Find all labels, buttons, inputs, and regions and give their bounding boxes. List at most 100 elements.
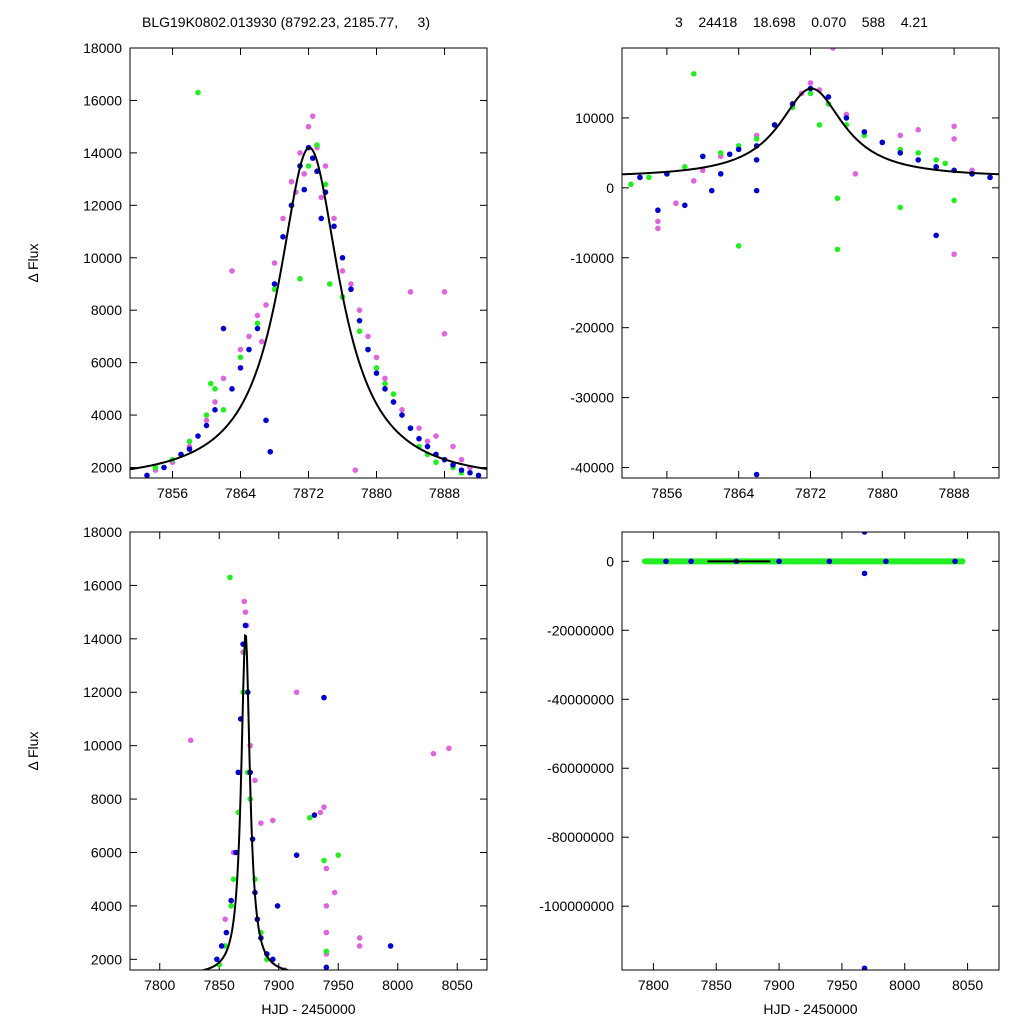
data-point — [246, 333, 252, 340]
x-tick-label: 7872 — [293, 485, 324, 501]
y-tick-label: -30000 — [570, 390, 614, 406]
data-point — [263, 302, 269, 308]
data-point — [220, 325, 227, 332]
x-tick-label: 7856 — [651, 485, 682, 501]
data-point — [951, 136, 957, 142]
data-point — [212, 399, 218, 405]
x-tick-label: 7880 — [361, 485, 392, 501]
y-axis-label: Δ Flux — [25, 244, 41, 283]
y-tick-label: 8000 — [91, 791, 122, 807]
data-point — [274, 903, 281, 909]
data-point — [186, 438, 193, 445]
data-point — [450, 443, 456, 450]
x-tick-label: 7880 — [867, 485, 898, 501]
data-point — [726, 151, 733, 158]
data-point — [195, 89, 201, 96]
data-point — [673, 200, 679, 207]
y-tick-label: 0 — [606, 180, 614, 196]
data-point — [433, 459, 439, 466]
data-point — [297, 150, 303, 156]
data-point — [246, 346, 252, 353]
x-tick-label: 7850 — [701, 977, 732, 993]
data-point — [691, 71, 697, 77]
data-point — [776, 558, 782, 565]
data-point — [237, 365, 244, 371]
data-point — [214, 956, 220, 963]
data-point — [237, 354, 244, 361]
data-point — [365, 333, 371, 340]
data-point — [314, 142, 320, 148]
data-point — [951, 251, 957, 258]
x-axis-label: HJD - 2450000 — [763, 1001, 857, 1017]
data-point — [708, 187, 715, 194]
x-tick-label: 7900 — [764, 977, 795, 993]
data-point — [382, 375, 388, 382]
data-point — [735, 243, 742, 249]
data-point — [382, 386, 388, 392]
data-point — [228, 897, 234, 904]
data-point — [771, 122, 778, 128]
data-point — [223, 929, 230, 936]
data-point — [258, 338, 265, 345]
data-point — [450, 462, 456, 468]
data-point — [628, 181, 634, 188]
y-tick-label: 10000 — [83, 738, 122, 754]
data-point — [311, 812, 318, 818]
data-point — [186, 446, 193, 452]
data-point — [339, 254, 346, 261]
data-point — [390, 399, 397, 405]
data-point — [218, 943, 225, 949]
x-tick-label: 7950 — [323, 977, 354, 993]
data-point — [851, 558, 858, 565]
data-point — [323, 948, 330, 955]
y-tick-label: 10000 — [575, 110, 614, 126]
data-point — [203, 417, 210, 424]
data-point — [915, 150, 922, 156]
data-point — [843, 115, 850, 121]
data-point — [655, 207, 661, 214]
x-tick-label: 8000 — [889, 977, 920, 993]
data-point — [717, 171, 724, 177]
data-point — [959, 558, 966, 565]
plot-area — [641, 532, 966, 970]
data-point — [356, 307, 363, 313]
x-axis-label: HJD - 2450000 — [261, 1001, 355, 1017]
data-point — [356, 317, 363, 324]
data-point — [915, 157, 922, 163]
data-point — [237, 346, 244, 353]
data-point — [227, 574, 233, 581]
data-point — [399, 412, 405, 418]
x-tick-label: 7888 — [429, 485, 460, 501]
data-point — [280, 215, 286, 222]
data-point — [467, 469, 473, 476]
plot-frame — [129, 531, 488, 971]
data-point — [373, 354, 380, 361]
data-point — [933, 164, 939, 170]
y-tick-label: 2000 — [91, 951, 122, 967]
data-point — [254, 325, 261, 332]
x-tick-label: 7864 — [225, 485, 256, 501]
data-point — [222, 916, 228, 923]
data-point — [475, 472, 482, 478]
data-point — [220, 375, 227, 382]
plot-area — [130, 89, 487, 478]
y-tick-label: 2000 — [91, 460, 122, 476]
data-point — [331, 223, 337, 230]
data-point — [242, 622, 249, 629]
model-curve — [130, 146, 487, 471]
y-tick-label: -40000000 — [547, 691, 614, 707]
plot-frame — [621, 531, 1000, 971]
x-tick-label: 7900 — [263, 977, 294, 993]
model-curve — [199, 633, 292, 970]
data-point — [650, 558, 657, 565]
data-point — [861, 129, 868, 135]
data-point — [407, 289, 414, 295]
data-point — [735, 146, 742, 153]
data-point — [254, 312, 261, 319]
data-point — [306, 814, 313, 821]
panel-top-right: -40000 -30000 -20000 -10000 0 10000 7856 7864 78… — [570, 47, 1000, 501]
data-point — [271, 281, 278, 287]
data-point — [365, 346, 371, 353]
